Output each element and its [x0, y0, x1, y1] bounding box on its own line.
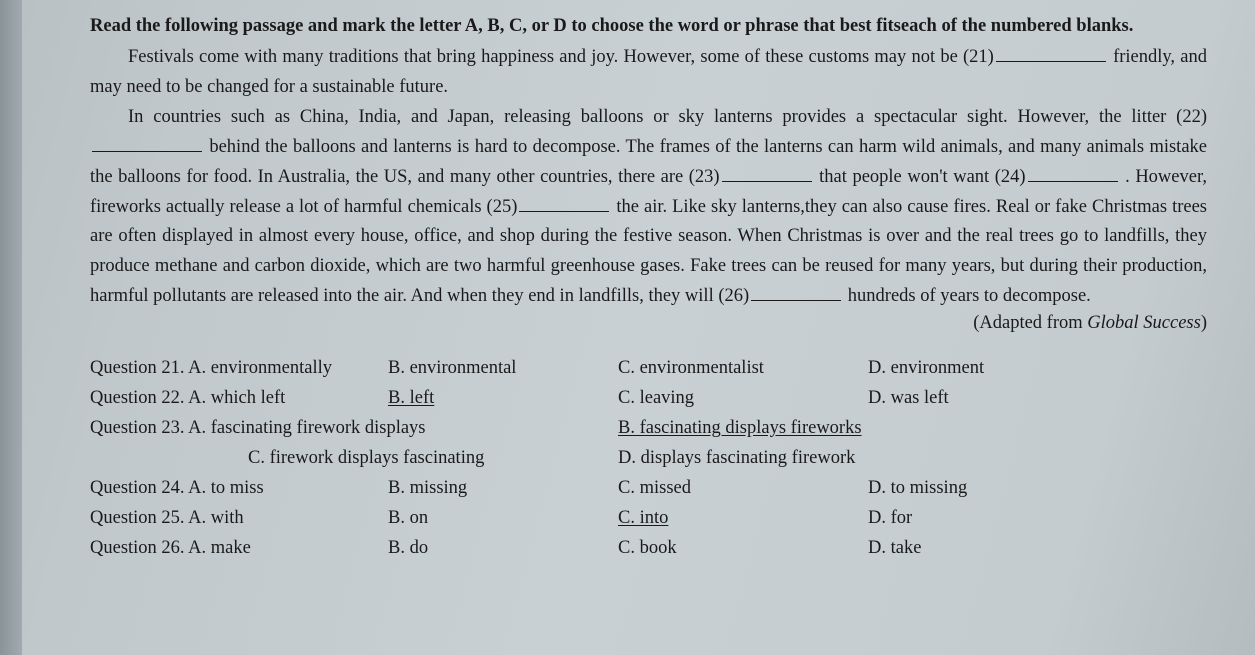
option-b-text: B. fascinating displays fireworks — [618, 418, 862, 438]
option-d[interactable]: D. for — [868, 504, 1207, 534]
option-c[interactable]: C. leaving — [618, 384, 868, 414]
passage-text: Festivals come with many traditions that… — [128, 47, 994, 67]
question-25: Question 25. A. with B. on C. into D. fo… — [90, 504, 1207, 534]
blank-23 — [722, 164, 812, 182]
questions-block: Question 21. A. environmentally B. envir… — [90, 354, 1207, 564]
blank-25 — [519, 194, 609, 212]
option-c[interactable]: C. environmentalist — [618, 354, 868, 384]
instruction-text: Read the following passage and mark the … — [90, 12, 1207, 41]
question-label: Question 25. A. with — [90, 504, 388, 534]
question-label: Question 22. A. which left — [90, 384, 388, 414]
option-d[interactable]: D. was left — [868, 384, 1207, 414]
source-attribution: (Adapted from Global Success) — [90, 313, 1207, 334]
passage-text: that people won't want (24) — [814, 167, 1026, 187]
option-c[interactable]: C. into — [618, 504, 868, 534]
option-b[interactable]: B. on — [388, 504, 618, 534]
option-d[interactable]: D. take — [868, 534, 1207, 564]
option-b[interactable]: B. fascinating displays fireworks — [618, 414, 1207, 444]
passage-para-1: Festivals come with many traditions that… — [90, 43, 1207, 103]
blank-21 — [996, 44, 1106, 62]
question-label: Question 24. A. to miss — [90, 474, 388, 504]
option-d[interactable]: D. environment — [868, 354, 1207, 384]
question-23-line2: C. firework displays fascinating D. disp… — [90, 444, 1207, 474]
option-c[interactable]: C. book — [618, 534, 868, 564]
option-b[interactable]: B. missing — [388, 474, 618, 504]
option-b[interactable]: B. do — [388, 534, 618, 564]
passage-text: hundreds of years to decompose. — [843, 286, 1091, 306]
blank-22 — [92, 134, 202, 152]
question-24: Question 24. A. to miss B. missing C. mi… — [90, 474, 1207, 504]
option-c[interactable]: C. missed — [618, 474, 868, 504]
question-label: Question 26. A. make — [90, 534, 388, 564]
adapted-source: Global Success — [1087, 313, 1201, 333]
question-23-line1: Question 23. A. fascinating firework dis… — [90, 414, 1207, 444]
passage-text: In countries such as China, India, and J… — [128, 107, 1207, 127]
adapted-prefix: (Adapted from — [973, 313, 1087, 333]
question-22: Question 22. A. which left B. left C. le… — [90, 384, 1207, 414]
question-26: Question 26. A. make B. do C. book D. ta… — [90, 534, 1207, 564]
adapted-suffix: ) — [1201, 313, 1207, 333]
blank-26 — [751, 284, 841, 302]
question-label: Question 21. A. environmentally — [90, 354, 388, 384]
option-b[interactable]: B. left — [388, 384, 618, 414]
option-d[interactable]: D. to missing — [868, 474, 1207, 504]
passage-para-2: In countries such as China, India, and J… — [90, 103, 1207, 313]
option-b[interactable]: B. environmental — [388, 354, 618, 384]
passage-block: Festivals come with many traditions that… — [90, 43, 1207, 313]
option-b-text: B. left — [388, 388, 434, 408]
question-21: Question 21. A. environmentally B. envir… — [90, 354, 1207, 384]
blank-24 — [1028, 164, 1118, 182]
option-d[interactable]: D. displays fascinating firework — [618, 444, 1207, 474]
question-label: Question 23. A. fascinating firework dis… — [90, 414, 618, 444]
option-c[interactable]: C. firework displays fascinating — [248, 444, 618, 474]
option-c-text: C. into — [618, 508, 668, 528]
